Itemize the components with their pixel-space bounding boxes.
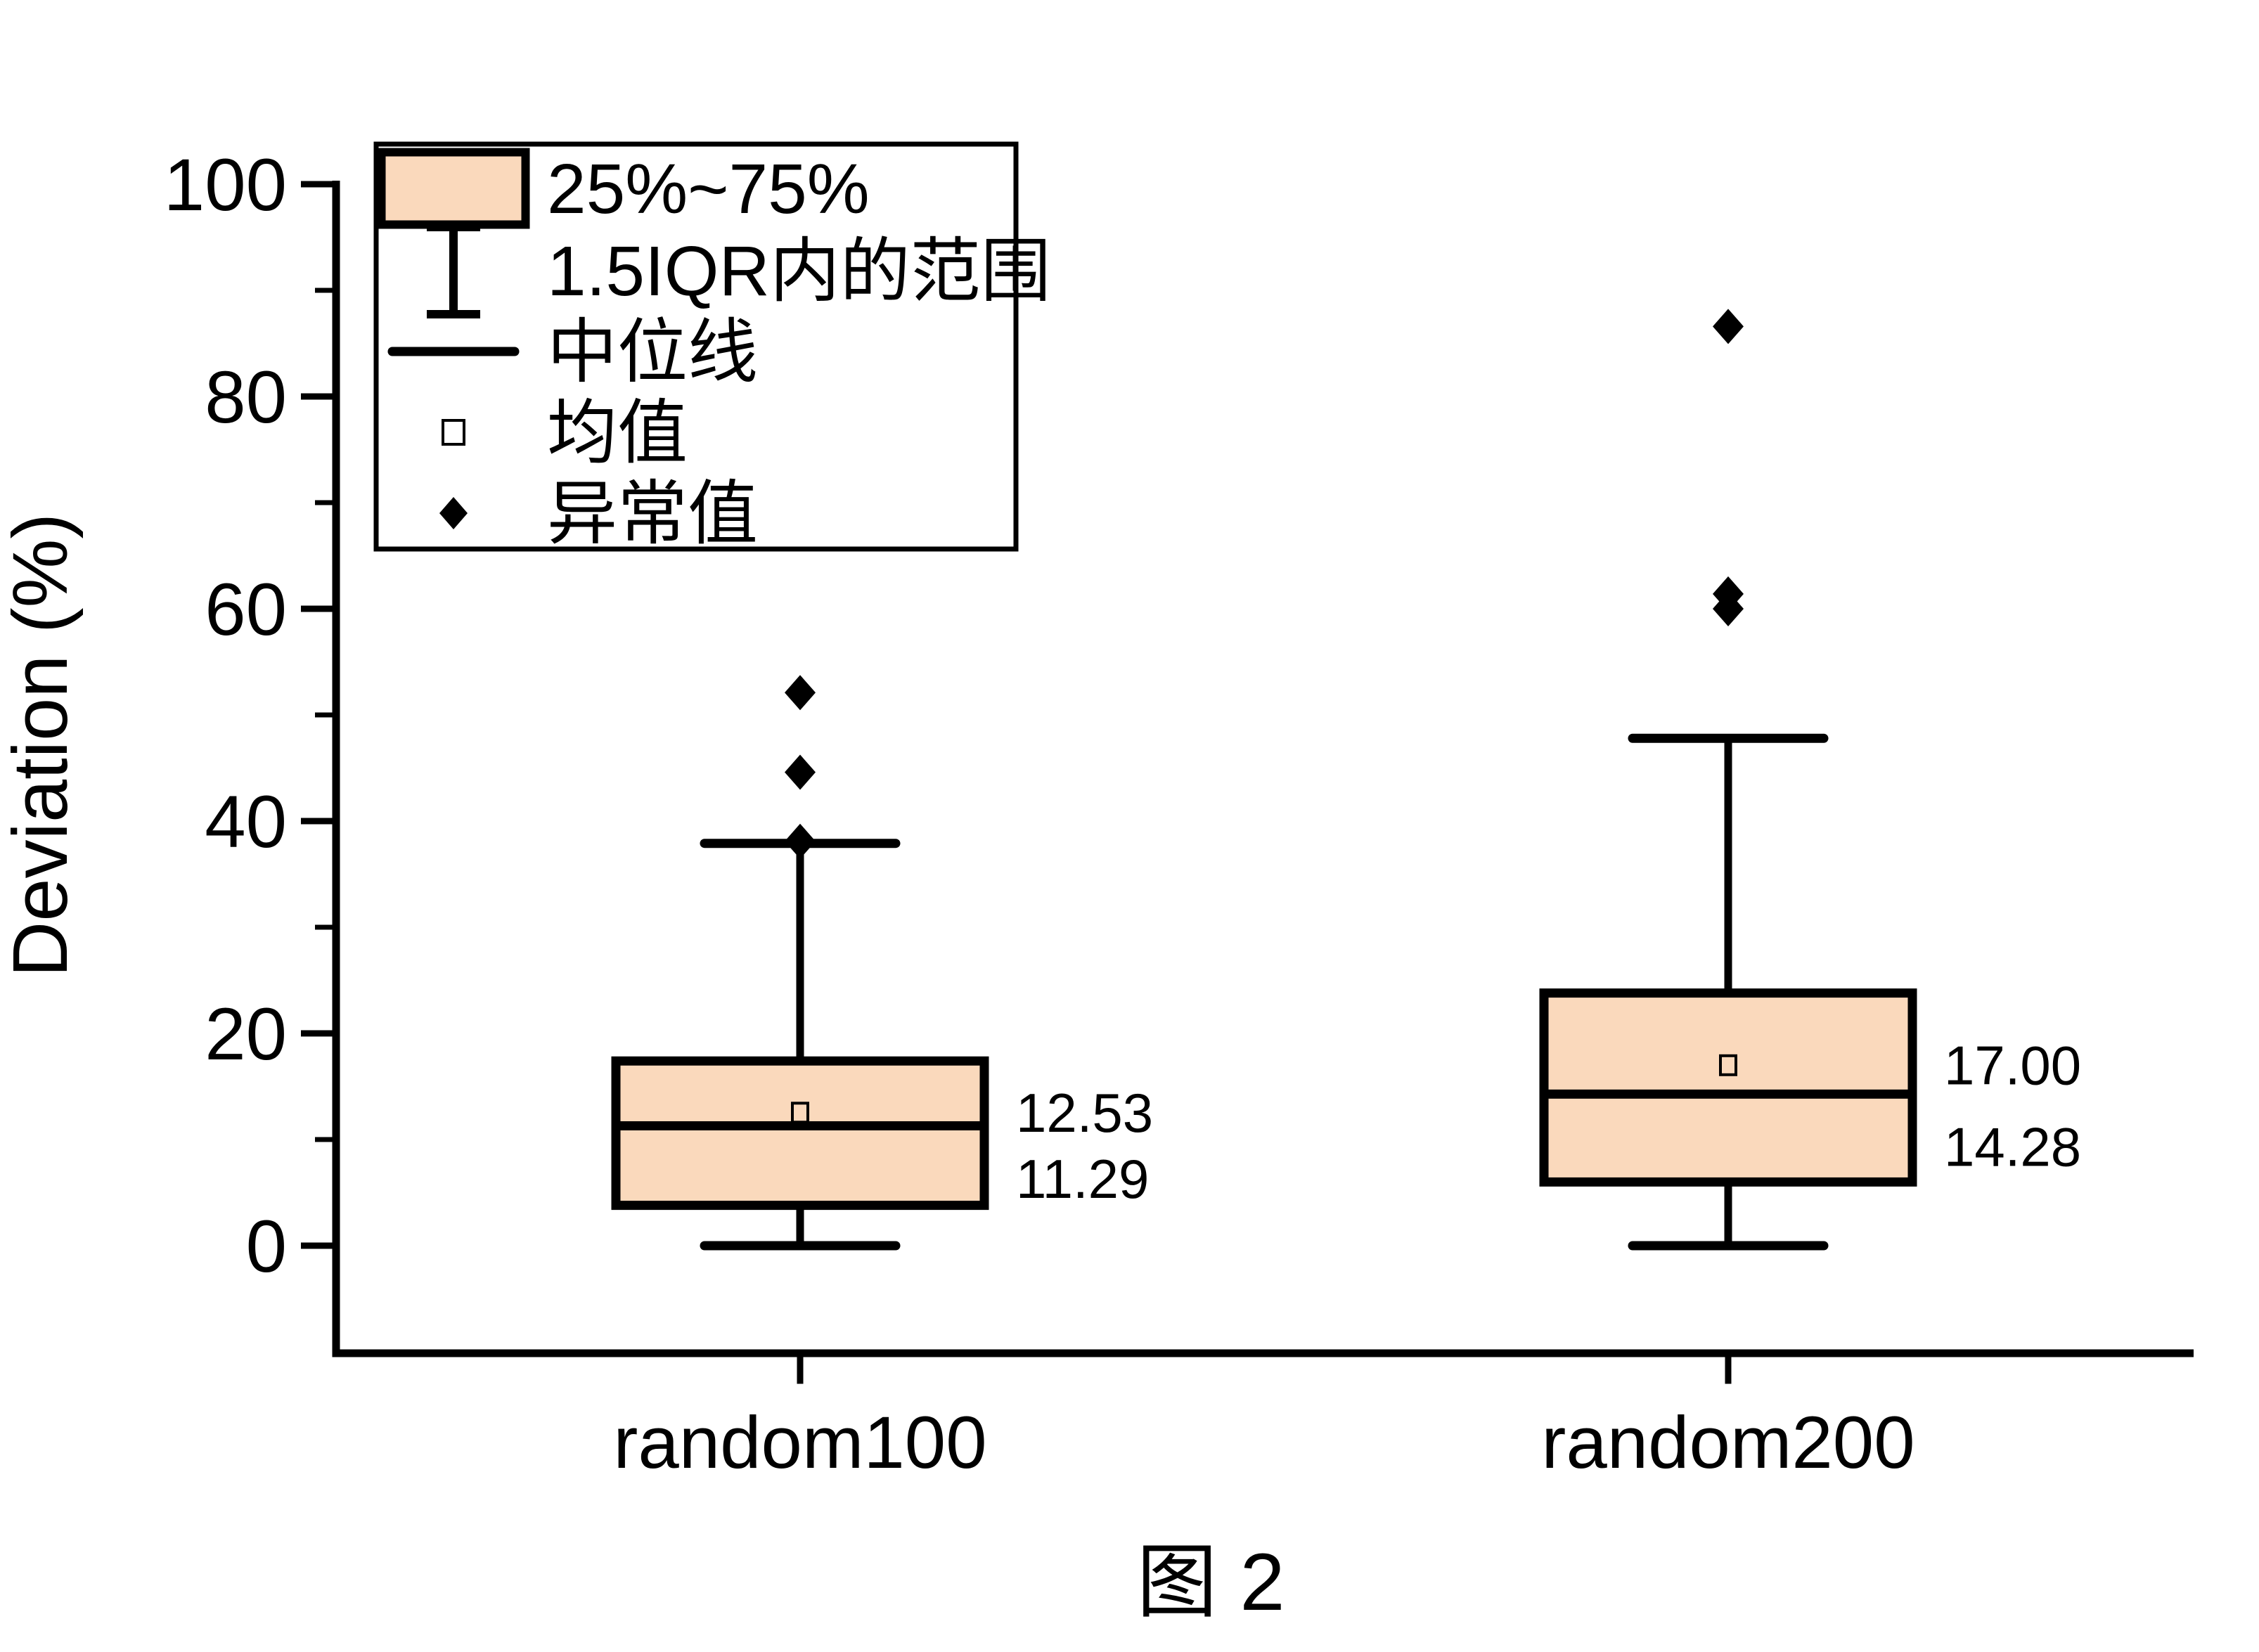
mean-value-label: 12.53: [1016, 1082, 1153, 1144]
outlier-diamond: [1713, 591, 1744, 626]
legend-item-label: 异常值: [547, 475, 758, 553]
y-tick-label: 20: [205, 993, 287, 1076]
legend-mean-square-icon: [442, 419, 465, 446]
axes-layer: 0 20 40 60 80 100 random100 random200: [164, 144, 2194, 1484]
y-axis-title: Deviation (%): [0, 513, 84, 977]
legend-item-label: 均值: [547, 394, 688, 472]
box-rect: [1539, 988, 1917, 1187]
legend-item-label: 1.5IQR内的范围: [547, 232, 1051, 311]
mean-value-label: 17.00: [1944, 1035, 2081, 1097]
y-tick-label: 100: [164, 144, 287, 226]
outlier-diamond: [1713, 309, 1744, 344]
legend-item: 中位线: [387, 313, 758, 392]
legend-item-label: 中位线: [547, 313, 758, 392]
legend-outlier-diamond-icon: [439, 497, 468, 529]
legend-item: 1.5IQR内的范围: [427, 223, 1051, 318]
median-value-label: 11.29: [1016, 1148, 1149, 1210]
outlier-diamond: [785, 754, 816, 790]
legend-item: 异常值: [439, 475, 758, 553]
outlier-diamond: [785, 675, 816, 711]
y-tick-label: 40: [205, 781, 287, 863]
legend-item: 25%~75%: [377, 148, 870, 229]
legend-box-swatch-icon: [377, 148, 530, 229]
box-rect: [611, 1056, 989, 1211]
y-tick-label: 80: [205, 356, 287, 439]
x-category-label: random200: [1541, 1402, 1914, 1484]
outlier-diamond: [785, 823, 816, 859]
y-tick-label: 60: [205, 569, 287, 651]
figure-title: 图 2: [1137, 1537, 1285, 1627]
box-series-random200: 17.00 14.28: [1539, 309, 2081, 1251]
x-category-label: random100: [613, 1402, 986, 1484]
legend-frame: [373, 141, 1019, 552]
legend-item-label: 25%~75%: [547, 150, 870, 228]
legend-item: 均值: [442, 394, 688, 472]
median-value-label: 14.28: [1944, 1116, 2081, 1178]
mean-marker: [1719, 1054, 1737, 1076]
mean-marker: [791, 1102, 809, 1124]
y-tick-label: 0: [246, 1206, 287, 1288]
